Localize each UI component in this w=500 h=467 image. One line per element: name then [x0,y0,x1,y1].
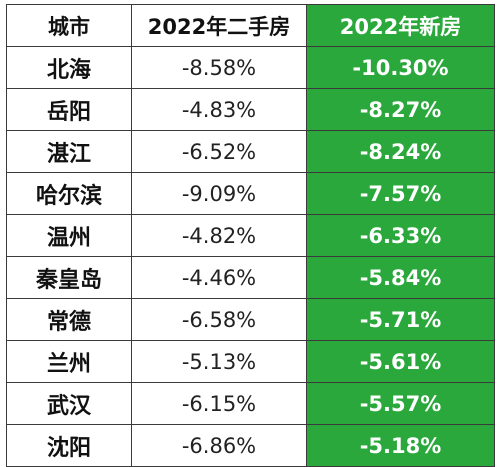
table-row: 兰州 -5.13% -5.61% [6,340,495,383]
header-new-home: 2022年新房 [306,4,495,47]
table-row: 哈尔滨 -9.09% -7.57% [6,172,495,215]
city-cell: 湛江 [6,130,132,173]
second-hand-value: -6.52% [131,130,307,173]
new-home-value: -5.84% [306,256,495,299]
city-cell: 兰州 [6,340,132,383]
city-cell: 秦皇岛 [6,256,132,299]
city-cell: 武汉 [6,382,132,425]
new-home-value: -8.27% [306,88,495,131]
table-container: 城市 2022年二手房 2022年新房 北海 -8.58% -10.30% 岳阳… [6,4,495,467]
new-home-value: -5.57% [306,382,495,425]
second-hand-value: -4.82% [131,214,307,257]
table-row: 秦皇岛 -4.46% -5.84% [6,256,495,299]
city-cell: 岳阳 [6,88,132,131]
table-row: 温州 -4.82% -6.33% [6,214,495,257]
second-hand-value: -4.46% [131,256,307,299]
table-row: 湛江 -6.52% -8.24% [6,130,495,173]
table-row: 沈阳 -6.86% -5.18% [6,424,495,467]
city-cell: 哈尔滨 [6,172,132,215]
second-hand-value: -6.86% [131,424,307,467]
new-home-value: -5.71% [306,298,495,341]
table-row: 武汉 -6.15% -5.57% [6,382,495,425]
second-hand-value: -8.58% [131,46,307,89]
city-cell: 北海 [6,46,132,89]
second-hand-value: -9.09% [131,172,307,215]
city-cell: 常德 [6,298,132,341]
new-home-value: -8.24% [306,130,495,173]
table-header: 城市 2022年二手房 2022年新房 [6,4,495,47]
table-row: 北海 -8.58% -10.30% [6,46,495,89]
table-body: 北海 -8.58% -10.30% 岳阳 -4.83% -8.27% 湛江 -6… [6,46,495,467]
new-home-value: -5.18% [306,424,495,467]
new-home-value: -10.30% [306,46,495,89]
second-hand-value: -5.13% [131,340,307,383]
header-row: 城市 2022年二手房 2022年新房 [6,4,495,47]
price-change-table: 城市 2022年二手房 2022年新房 北海 -8.58% -10.30% 岳阳… [6,4,495,467]
new-home-value: -7.57% [306,172,495,215]
city-cell: 沈阳 [6,424,132,467]
second-hand-value: -6.15% [131,382,307,425]
table-row: 常德 -6.58% -5.71% [6,298,495,341]
header-second-hand: 2022年二手房 [131,4,307,47]
header-city: 城市 [6,4,132,47]
new-home-value: -5.61% [306,340,495,383]
new-home-value: -6.33% [306,214,495,257]
city-cell: 温州 [6,214,132,257]
second-hand-value: -6.58% [131,298,307,341]
table-row: 岳阳 -4.83% -8.27% [6,88,495,131]
second-hand-value: -4.83% [131,88,307,131]
